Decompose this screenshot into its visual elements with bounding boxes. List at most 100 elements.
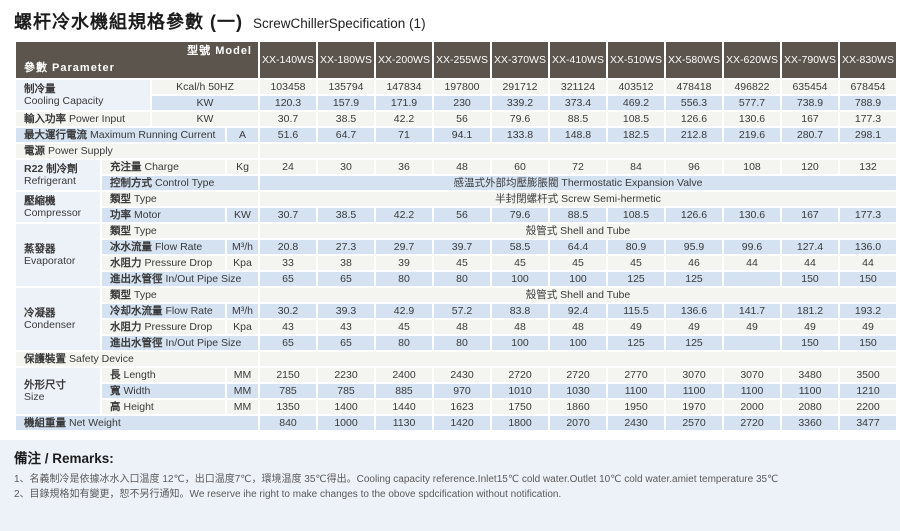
value-cell: 100 <box>490 334 550 352</box>
group-evaporator: 蒸發器 Evaporator <box>14 222 102 288</box>
value-cell: 2400 <box>374 366 434 384</box>
value-cell: 1100 <box>722 382 782 400</box>
value-cell: 1623 <box>432 398 492 416</box>
unit-cell: M³/h <box>225 238 260 256</box>
label-zh: 冰水流量 <box>110 240 152 253</box>
label-en: Evaporator <box>24 255 76 267</box>
unit-cell: MM <box>225 398 260 416</box>
model-header: XX-140WS <box>258 40 318 80</box>
label-en: Size <box>24 391 45 403</box>
label-condenser-type: 類型 Type <box>100 286 260 304</box>
label-en: Maximum Running Current <box>90 128 216 141</box>
row-length: 外形尺寸 Size 長 Length MM 2150 2230 2400 2430 272… <box>14 366 898 416</box>
value-cell: 72 <box>548 158 608 176</box>
label-zh: 水阻力 <box>110 256 142 269</box>
unit-cell: KW <box>150 110 260 128</box>
value-cell: 80.9 <box>606 238 666 256</box>
label-length: 長 Length <box>100 366 227 384</box>
label-zh: 高 <box>110 400 121 413</box>
label-charge: 充注量 Charge <box>100 158 227 176</box>
value-cell: 1210 <box>838 382 898 400</box>
value-cell: 80 <box>432 270 492 288</box>
label-zh: 電源 <box>24 144 45 157</box>
label-en: Type <box>134 288 157 301</box>
value-cell: 2200 <box>838 398 898 416</box>
table-header-row: 型號 Model 參數 Parameter XX-140WS XX-180WS XX… <box>14 40 898 80</box>
label-condenser-flow: 冷却水流量 Flow Rate <box>100 302 227 320</box>
power-supply-value <box>258 142 898 160</box>
value-cell: 2720 <box>490 366 550 384</box>
remarks-heading: 備注 / Remarks: <box>14 451 114 466</box>
value-cell: 45 <box>432 254 492 272</box>
value-cell: 785 <box>316 382 376 400</box>
value-cell: 88.5 <box>548 206 608 224</box>
value-cell: 99.6 <box>722 238 782 256</box>
row-condenser-pipe: 進出水管徑 In/Out Pipe Size 65 65 80 80 100 100 125 1… <box>15 334 898 352</box>
value-cell: 496822 <box>722 78 782 96</box>
value-cell: 108 <box>722 158 782 176</box>
unit-cell: MM <box>225 366 260 384</box>
value-cell: 100 <box>490 270 550 288</box>
label-en: Cooling Capacity <box>24 95 104 107</box>
value-cell: 49 <box>664 318 724 336</box>
remark-line-1: 1、名義制冷是依據冰水入口温度 12℃，出口温度7℃，環境温度 35℃得出。Co… <box>14 474 779 485</box>
model-header: XX-180WS <box>316 40 376 80</box>
model-label-text: 型號 Model <box>187 45 252 57</box>
label-zh: 制冷量 <box>24 83 56 95</box>
row-evaporator-flow: 冰水流量 Flow Rate M³/h 20.8 27.3 29.7 39.7 58.5 6… <box>15 238 898 256</box>
condenser-type-value: 殼管式 Shell and Tube <box>258 286 898 304</box>
value-cell: 49 <box>838 318 898 336</box>
value-cell: 181.2 <box>780 302 840 320</box>
value-cell: 1860 <box>548 398 608 416</box>
label-en: Pressure Drop <box>144 256 213 269</box>
value-cell: 2430 <box>432 366 492 384</box>
label-evaporator-flow: 冰水流量 Flow Rate <box>100 238 227 256</box>
value-cell: 2150 <box>258 366 318 384</box>
label-zh: 控制方式 <box>110 176 152 189</box>
value-cell: 150 <box>780 334 840 352</box>
label-zh: 保護裝置 <box>24 352 66 365</box>
unit-cell: Kpa <box>225 254 260 272</box>
label-evaporator-pipe: 進出水管徑 In/Out Pipe Size <box>100 270 260 288</box>
value-cell: 321124 <box>548 78 608 96</box>
value-cell: 280.7 <box>780 126 840 144</box>
value-cell: 219.6 <box>722 126 782 144</box>
label-en: Type <box>134 192 157 205</box>
value-cell: 126.6 <box>664 110 724 128</box>
value-cell: 167 <box>780 206 840 224</box>
value-cell: 94.1 <box>432 126 492 144</box>
label-en: Flow Rate <box>165 304 213 317</box>
label-zh: 外形尺寸 <box>24 379 66 391</box>
label-en: Height <box>123 400 154 413</box>
label-en: Flow Rate <box>155 240 203 253</box>
unit-cell: KW <box>225 206 260 224</box>
label-condenser-pressure: 水阻力 Pressure Drop <box>100 318 227 336</box>
label-en: Motor <box>134 208 161 221</box>
value-cell: 1800 <box>490 414 550 432</box>
label-width: 寬 Width <box>100 382 227 400</box>
value-cell: 45 <box>374 318 434 336</box>
unit-cell: Kpa <box>225 318 260 336</box>
value-cell: 48 <box>490 318 550 336</box>
value-cell: 27.3 <box>316 238 376 256</box>
value-cell: 469.2 <box>606 94 666 112</box>
label-zh: 進出水管徑 <box>110 336 163 349</box>
value-cell: 30.2 <box>258 302 318 320</box>
value-cell: 38.5 <box>316 110 376 128</box>
group-refrigerant: R22 制冷劑 Refrigerant <box>14 158 102 192</box>
control-type-value: 感温式外部均壓膨脹閥 Thermostatic Expansion Valve <box>258 174 898 192</box>
value-cell: 373.4 <box>548 94 608 112</box>
value-cell: 56 <box>432 110 492 128</box>
model-header: XX-200WS <box>374 40 434 80</box>
value-cell: 120 <box>780 158 840 176</box>
label-zh: 壓縮機 <box>24 195 56 207</box>
unit-cell: MM <box>225 382 260 400</box>
model-header: XX-370WS <box>490 40 550 80</box>
value-cell: 135794 <box>316 78 376 96</box>
label-power-input: 輸入功率 Power Input <box>14 110 152 128</box>
model-header: XX-830WS <box>838 40 898 80</box>
unit-cell: KW <box>150 94 260 112</box>
page-title-en: ScrewChillerSpecification (1) <box>253 16 426 31</box>
value-cell: 478418 <box>664 78 724 96</box>
